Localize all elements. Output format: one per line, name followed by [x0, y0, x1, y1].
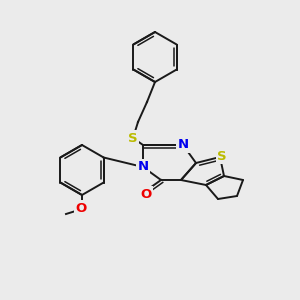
- Text: N: N: [137, 160, 148, 173]
- Text: N: N: [177, 139, 189, 152]
- Text: S: S: [217, 149, 227, 163]
- Text: O: O: [140, 188, 152, 200]
- Text: O: O: [75, 202, 87, 214]
- Text: S: S: [128, 131, 138, 145]
